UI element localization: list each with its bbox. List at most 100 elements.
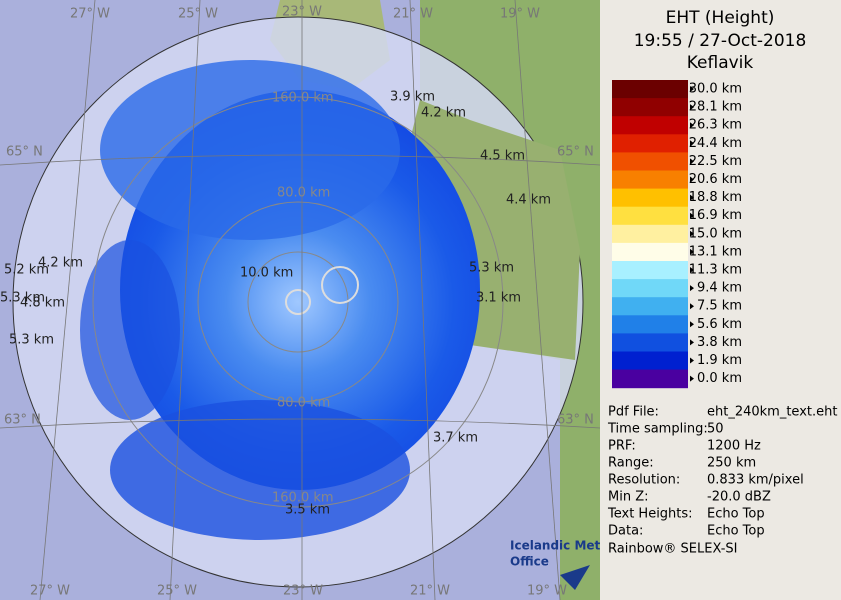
- info-key: Text Heights:: [607, 507, 693, 522]
- ring-label: 80.0 km: [277, 396, 330, 411]
- logo-text: Icelandic Met: [510, 539, 600, 553]
- echo-top: 5.3 km: [0, 291, 45, 306]
- legend-label: 18.8 km: [689, 190, 742, 205]
- info-key: Min Z:: [608, 490, 649, 505]
- graticule: [0, 0, 600, 600]
- lon-label: 19° W: [500, 7, 540, 22]
- echo-top: 3.1 km: [476, 291, 521, 306]
- echo-top: 3.5 km: [285, 503, 330, 518]
- legend-label: 13.1 km: [689, 244, 742, 259]
- info-value: eht_240km_text.eht: [707, 405, 837, 420]
- info-value: Echo Top: [707, 524, 765, 539]
- legend-swatch: [612, 333, 688, 352]
- site: Keflavik: [687, 53, 754, 73]
- lon-label: 25° W: [157, 584, 197, 599]
- legend-label: 22.5 km: [689, 154, 742, 169]
- legend-swatch: [612, 315, 688, 334]
- legend-arrow: [690, 375, 694, 382]
- legend-swatch: [612, 116, 688, 135]
- legend-arrow: [690, 303, 694, 310]
- legend-label: 20.6 km: [689, 172, 742, 187]
- info-table: Pdf File: eht_240km_text.eht Time sampling…: [607, 405, 837, 539]
- legend-label: 15.0 km: [689, 226, 742, 241]
- echo-top: 4.5 km: [480, 149, 525, 164]
- legend-swatch: [612, 134, 688, 153]
- info-key: Time sampling:: [607, 422, 708, 437]
- legend: 30.0 km 28.1 km 26.3 km 24.4 km 22.5 km 20.6 …: [612, 80, 742, 389]
- legend-swatch: [612, 242, 688, 262]
- legend-arrow: [690, 285, 694, 292]
- lon-label: 23° W: [283, 584, 323, 599]
- info-key: PRF:: [608, 439, 636, 454]
- legend-label: 11.3 km: [689, 263, 742, 278]
- legend-label: 7.5 km: [697, 299, 742, 314]
- legend-label: 26.3 km: [689, 118, 742, 133]
- info-value: 50: [707, 422, 724, 437]
- info-key: Data:: [608, 524, 643, 539]
- legend-label: 30.0 km: [689, 82, 742, 97]
- legend-arrow: [690, 321, 694, 328]
- legend-arrow: [690, 140, 694, 147]
- ring-label: 160.0 km: [272, 491, 334, 506]
- lon-labels: 27° W 25° W 23° W 21° W 19° W 27° W 25° …: [30, 5, 567, 599]
- echo-top-labels: 3.9 km 4.2 km 4.5 km 4.4 km 10.0 km 5.3 …: [0, 90, 551, 518]
- echo-top: 5.3 km: [469, 261, 514, 276]
- info-value: -20.0 dBZ: [707, 490, 771, 505]
- lat-label: 63° N: [557, 413, 594, 428]
- echo-top: 4.2 km: [421, 106, 466, 121]
- legend-arrow: [690, 230, 694, 237]
- info-key: Resolution:: [608, 473, 680, 488]
- lat-label: 65° N: [557, 145, 594, 160]
- time: 19:55 / 27-Oct-2018: [634, 31, 807, 51]
- legend-arrow: [690, 158, 694, 165]
- legend-arrow: [690, 176, 694, 183]
- legend-label: 24.4 km: [689, 136, 742, 151]
- legend-swatch: [612, 297, 688, 316]
- legend-swatch: [612, 206, 688, 226]
- legend-arrow: [690, 104, 694, 111]
- legend-label: 3.8 km: [697, 335, 742, 350]
- lon-label: 21° W: [410, 584, 450, 599]
- echo-top: 3.7 km: [433, 431, 478, 446]
- echo-area: [100, 60, 400, 240]
- echo-top: 4.4 km: [506, 193, 551, 208]
- info-key: Range:: [608, 456, 654, 471]
- legend-swatch: [612, 80, 688, 99]
- echo-top: 4.8 km: [20, 296, 65, 311]
- legend-swatch: [612, 261, 688, 280]
- lon-label: 23° W: [282, 5, 322, 20]
- legend-swatch: [612, 351, 688, 371]
- lon-label: 25° W: [178, 7, 218, 22]
- legend-swatch: [612, 188, 688, 208]
- legend-swatch: [612, 152, 688, 171]
- echo-area: [110, 400, 410, 540]
- side-panel: EHT (Height) 19:55 / 27-Oct-2018 Keflavi…: [600, 0, 841, 600]
- info-value: Echo Top: [707, 507, 765, 522]
- echo-area: [80, 240, 180, 420]
- echo-top: 4.2 km: [38, 256, 83, 271]
- echo-top: 5.3 km: [9, 333, 54, 348]
- legend-label: 16.9 km: [689, 208, 742, 223]
- legend-swatch: [612, 224, 688, 244]
- echo-top: 5.2 km: [4, 263, 49, 278]
- echo-top: 10.0 km: [240, 266, 293, 281]
- lat-label: 63° N: [4, 413, 41, 428]
- legend-label: 28.1 km: [689, 100, 742, 115]
- lat-labels: 65° N 65° N 63° N 63° N: [4, 145, 594, 428]
- footer: Rainbow® SELEX-SI: [608, 542, 738, 557]
- legend-label: 9.4 km: [697, 281, 742, 296]
- legend-label: 1.9 km: [697, 353, 742, 368]
- legend-arrow: [690, 267, 694, 273]
- legend-label: 5.6 km: [697, 317, 742, 332]
- legend-arrow: [690, 122, 694, 129]
- ring-label: 80.0 km: [277, 186, 330, 201]
- legend-swatch: [612, 279, 688, 298]
- lat-label: 65° N: [6, 145, 43, 160]
- legend-arrow: [690, 339, 694, 346]
- legend-arrow: [690, 194, 694, 201]
- legend-swatch: [612, 98, 688, 117]
- legend-arrow: [690, 212, 694, 219]
- logo: Icelandic Met Office: [510, 539, 600, 590]
- legend-swatch: [612, 369, 688, 389]
- lon-label: 19° W: [527, 584, 567, 599]
